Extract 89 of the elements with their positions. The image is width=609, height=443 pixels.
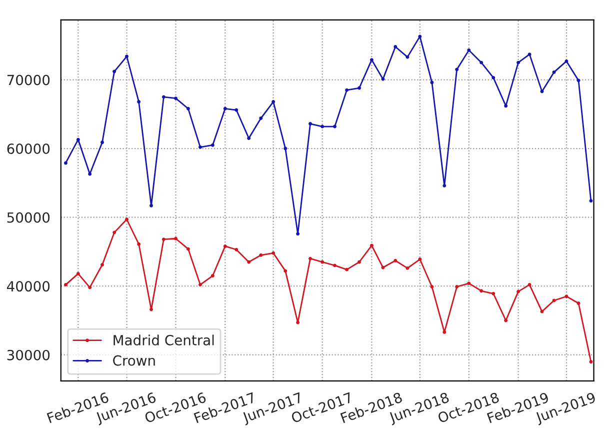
point (186, 106, 190, 110)
legend-label: Crown (113, 355, 155, 366)
point (406, 55, 410, 59)
y-tick-label: 40000 (6, 281, 50, 292)
point (320, 124, 324, 128)
point (406, 266, 410, 270)
point (394, 45, 398, 48)
point (272, 251, 276, 255)
point (418, 258, 422, 261)
point (76, 272, 80, 276)
point (455, 285, 459, 288)
point (564, 59, 568, 63)
y-tick-label: 60000 (7, 144, 50, 154)
point (320, 260, 324, 264)
point (162, 95, 166, 99)
point (589, 360, 593, 364)
point (358, 260, 361, 264)
point (358, 86, 361, 90)
point (381, 77, 385, 81)
point (480, 289, 484, 293)
point (137, 242, 141, 246)
point (296, 320, 300, 324)
point (259, 253, 263, 257)
y-tick-label: 50000 (7, 212, 50, 223)
legend-label: Madrid Central (114, 334, 214, 346)
point (88, 172, 92, 176)
point (576, 302, 580, 306)
point (284, 146, 288, 150)
point (272, 100, 276, 104)
point (394, 258, 398, 262)
y-tick-label: 30000 (7, 350, 50, 360)
point (467, 48, 471, 52)
y-tick-label: 70000 (7, 74, 50, 86)
point (162, 238, 166, 242)
point (333, 124, 337, 128)
point (370, 58, 374, 62)
point (455, 68, 459, 72)
point (150, 204, 153, 208)
point (430, 285, 434, 288)
point (492, 292, 496, 296)
point (125, 218, 128, 222)
point (345, 268, 349, 272)
point (528, 52, 532, 56)
point (234, 248, 238, 252)
point (504, 318, 508, 322)
point (100, 140, 104, 144)
point (467, 282, 471, 286)
point (516, 290, 520, 294)
point (370, 244, 374, 248)
point (210, 274, 214, 278)
point (198, 282, 202, 286)
point (259, 116, 263, 120)
point (150, 308, 153, 312)
point (442, 330, 446, 334)
point (210, 143, 214, 147)
point (528, 282, 532, 286)
point (198, 145, 202, 149)
point (223, 244, 227, 248)
point (564, 294, 568, 298)
point (516, 60, 520, 64)
point (480, 60, 484, 64)
point (76, 138, 80, 142)
point (112, 70, 116, 74)
point (125, 54, 128, 58)
point (418, 34, 422, 38)
point (492, 76, 496, 80)
point (296, 232, 300, 236)
point (589, 199, 593, 203)
point (64, 161, 68, 165)
point (308, 256, 312, 260)
point (504, 104, 508, 108)
point (345, 88, 349, 92)
point (308, 122, 312, 126)
point (442, 184, 446, 188)
point (247, 260, 251, 264)
point (333, 264, 337, 268)
point (234, 108, 238, 112)
point (223, 106, 227, 110)
point (137, 100, 141, 104)
point (100, 263, 104, 266)
point (64, 282, 68, 286)
point (284, 269, 288, 273)
point (174, 96, 178, 100)
point (247, 136, 251, 140)
point (88, 286, 92, 290)
point (112, 230, 116, 234)
point (552, 70, 556, 74)
point (174, 236, 178, 240)
point (186, 247, 190, 251)
